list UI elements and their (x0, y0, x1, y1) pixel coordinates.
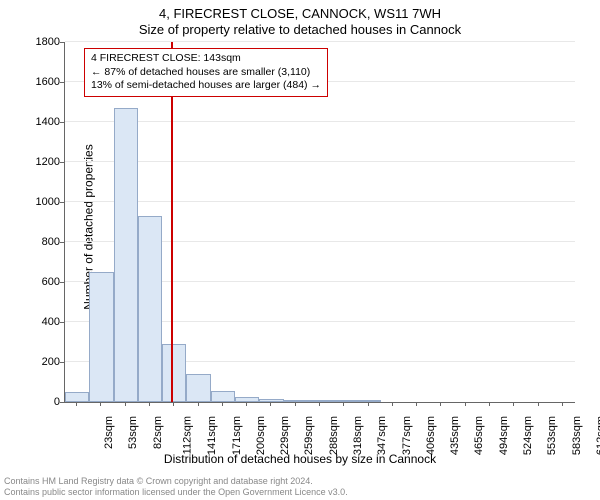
x-tick-mark (222, 402, 223, 406)
y-tick-label: 1200 (24, 156, 60, 168)
y-tick-mark (60, 82, 64, 83)
x-tick-label: 200sqm (255, 416, 267, 455)
x-tick-label: 553sqm (546, 416, 558, 455)
credits-line2: Contains public sector information licen… (4, 487, 348, 498)
x-tick-label: 435sqm (449, 416, 461, 455)
x-tick-mark (513, 402, 514, 406)
x-tick-label: 318sqm (352, 416, 364, 455)
x-tick-mark (562, 402, 563, 406)
y-tick-label: 1800 (24, 36, 60, 48)
histogram-bar (284, 400, 308, 402)
x-tick-label: 494sqm (498, 416, 510, 455)
chart-title-line1: 4, FIRECREST CLOSE, CANNOCK, WS11 7WH (0, 0, 600, 21)
x-tick-mark (270, 402, 271, 406)
x-tick-label: 82sqm (152, 416, 164, 449)
y-tick-label: 1000 (24, 196, 60, 208)
y-tick-mark (60, 242, 64, 243)
x-tick-label: 171sqm (231, 416, 243, 455)
histogram-bar (308, 400, 332, 402)
x-tick-mark (100, 402, 101, 406)
x-tick-mark (173, 402, 174, 406)
x-tick-label: 406sqm (425, 416, 437, 455)
x-tick-label: 112sqm (181, 416, 193, 454)
chart-title-line2: Size of property relative to detached ho… (0, 21, 600, 41)
y-tick-mark (60, 42, 64, 43)
histogram-bar (114, 108, 138, 402)
chart-container: 4, FIRECREST CLOSE, CANNOCK, WS11 7WH Si… (0, 0, 600, 500)
credits-line1: Contains HM Land Registry data © Crown c… (4, 476, 348, 487)
x-tick-mark (368, 402, 369, 406)
x-tick-label: 347sqm (376, 416, 388, 455)
gridline-h (65, 41, 575, 42)
x-tick-label: 259sqm (304, 416, 316, 455)
y-tick-label: 1400 (24, 116, 60, 128)
x-tick-label: 53sqm (127, 416, 139, 449)
histogram-bar (65, 392, 89, 402)
x-tick-label: 229sqm (279, 416, 291, 455)
histogram-bar (332, 400, 356, 402)
x-tick-mark (416, 402, 417, 406)
x-tick-mark (149, 402, 150, 406)
y-tick-mark (60, 162, 64, 163)
annotation-line: ← 87% of detached houses are smaller (3,… (91, 66, 321, 80)
y-tick-label: 1600 (24, 76, 60, 88)
annotation-box: 4 FIRECREST CLOSE: 143sqm← 87% of detach… (84, 48, 328, 97)
x-tick-mark (538, 402, 539, 406)
histogram-bar (162, 344, 186, 402)
x-tick-mark (319, 402, 320, 406)
x-tick-label: 23sqm (103, 416, 115, 449)
annotation-line: 4 FIRECREST CLOSE: 143sqm (91, 52, 321, 66)
gridline-h (65, 121, 575, 122)
x-tick-label: 524sqm (522, 416, 534, 455)
x-tick-mark (465, 402, 466, 406)
y-tick-label: 400 (24, 316, 60, 328)
histogram-bar (259, 399, 283, 402)
x-tick-label: 583sqm (571, 416, 583, 455)
x-tick-label: 612sqm (595, 416, 600, 455)
y-tick-mark (60, 122, 64, 123)
histogram-bar (211, 391, 235, 402)
gridline-h (65, 161, 575, 162)
x-tick-label: 377sqm (401, 416, 413, 455)
y-tick-mark (60, 402, 64, 403)
histogram-bar (235, 397, 259, 402)
y-tick-label: 0 (24, 396, 60, 408)
y-tick-mark (60, 322, 64, 323)
credits: Contains HM Land Registry data © Crown c… (4, 476, 348, 498)
x-tick-label: 141sqm (206, 416, 218, 455)
y-tick-label: 200 (24, 356, 60, 368)
x-tick-mark (343, 402, 344, 406)
y-tick-label: 600 (24, 276, 60, 288)
histogram-bar (356, 400, 380, 402)
x-tick-mark (295, 402, 296, 406)
x-tick-mark (489, 402, 490, 406)
y-tick-label: 800 (24, 236, 60, 248)
gridline-h (65, 201, 575, 202)
y-tick-mark (60, 282, 64, 283)
histogram-bar (186, 374, 210, 402)
x-tick-label: 465sqm (474, 416, 486, 455)
x-tick-mark (440, 402, 441, 406)
x-tick-mark (246, 402, 247, 406)
x-tick-mark (76, 402, 77, 406)
histogram-bar (138, 216, 162, 402)
y-tick-mark (60, 202, 64, 203)
histogram-bar (89, 272, 113, 402)
x-tick-mark (125, 402, 126, 406)
annotation-line: 13% of semi-detached houses are larger (… (91, 79, 321, 93)
x-tick-label: 288sqm (328, 416, 340, 455)
x-tick-mark (392, 402, 393, 406)
x-tick-mark (198, 402, 199, 406)
y-tick-mark (60, 362, 64, 363)
